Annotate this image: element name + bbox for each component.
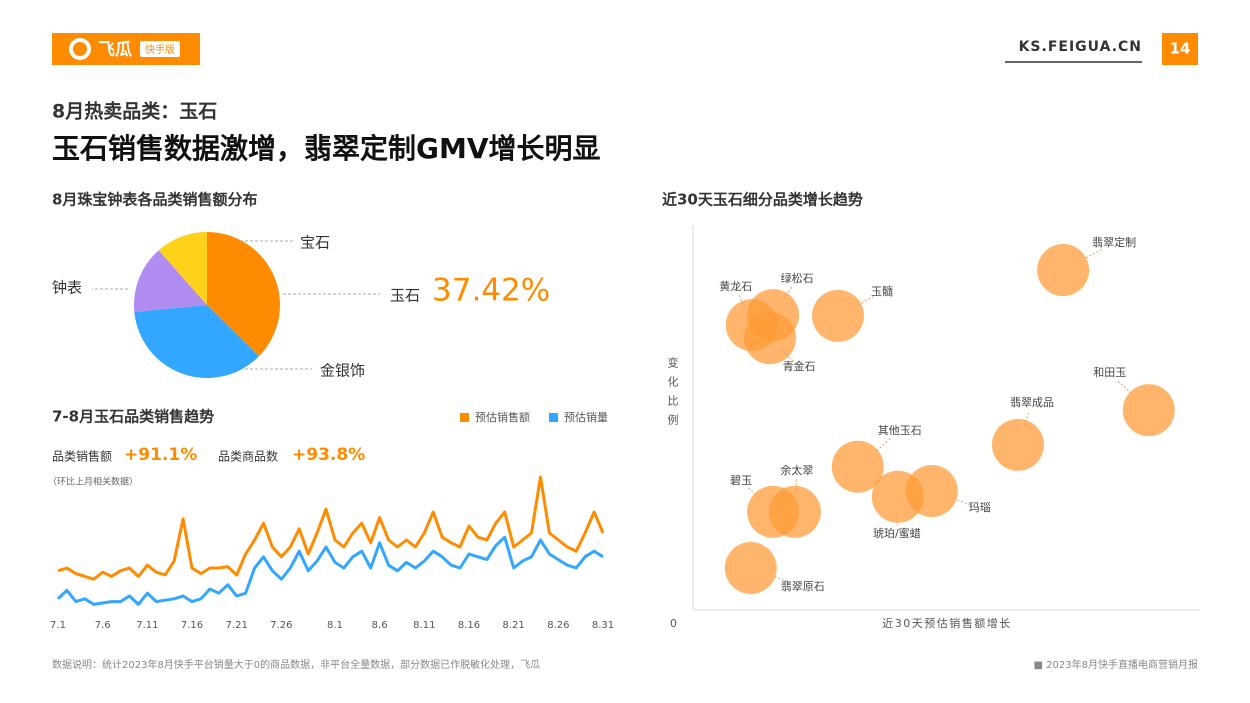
leader-line (774, 576, 793, 584)
badge: 快手版 (145, 43, 175, 56)
stat-value: +91.1% (124, 445, 197, 465)
line-series (56, 535, 604, 606)
bubble-label: 翡翠定制 (1092, 235, 1136, 249)
slice-label: 金银饰 (320, 362, 365, 380)
logo-icon (69, 38, 91, 60)
site: KS.FEIGUA.CN (1019, 39, 1142, 55)
bubble (905, 465, 958, 518)
legend-swatch (460, 413, 469, 422)
x-tick-label: 8.1 (327, 620, 343, 631)
stat-note: （环比上月相关数据） (48, 476, 138, 488)
page-badge (1162, 33, 1198, 65)
line-title: 7-8月玉石品类销售趋势 (52, 408, 214, 426)
leader-line (857, 296, 874, 306)
origin-label: 0 (670, 617, 677, 630)
leader-line (953, 498, 971, 506)
subtitle: 8月热卖品类：玉石 (52, 100, 217, 123)
footer-source: ■ 2023年8月快手直播电商营销月报 (1034, 658, 1198, 671)
x-tick-label: 8.16 (458, 620, 480, 631)
legend-label: 预估销量 (564, 410, 608, 424)
footer-note: 数据说明：统计2023年8月快手平台销量大于0的商品数据，非平台全量数据，部分数… (52, 658, 540, 671)
x-tick-label: 8.6 (372, 620, 388, 631)
x-tick-label: 7.1 (50, 620, 66, 631)
bubble-label: 翡翠成品 (1010, 396, 1054, 409)
bubble-label: 和田玉 (1093, 366, 1126, 379)
x-tick-label: 7.6 (95, 620, 111, 631)
leader-line (1023, 411, 1030, 427)
scatter-title: 近30天玉石细分品类增长趋势 (662, 191, 863, 209)
line-series (57, 475, 605, 581)
pie-slice (158, 232, 207, 305)
bubble-label: 碧玉 (730, 474, 752, 487)
legend-label: 预估销售额 (475, 410, 530, 424)
x-tick-label: 7.11 (136, 620, 158, 631)
bubble (831, 440, 884, 493)
pie-slice (207, 232, 280, 357)
bubble (991, 418, 1044, 471)
x-tick-label: 8.26 (547, 620, 569, 631)
stat-value: +93.8% (292, 445, 365, 465)
pie-slice (134, 305, 259, 378)
bubble (1037, 244, 1090, 297)
stat-label: 品类商品数 (218, 449, 278, 464)
pie-slice (133, 250, 207, 312)
title: 玉石销售数据激增，翡翠定制GMV增长明显 (52, 132, 601, 165)
legend-swatch (549, 413, 558, 422)
bubble (812, 289, 865, 342)
bubble-label: 余太翠 (780, 463, 813, 477)
y-axis-label: 变化比例 (666, 356, 679, 433)
x-tick-label: 7.26 (270, 620, 292, 631)
bubble (724, 542, 777, 595)
badge-bg (140, 41, 180, 57)
bubble-label: 其他玉石 (878, 424, 922, 437)
bubble-label: 玉髓 (871, 285, 893, 298)
bubble-label: 玛瑙 (969, 501, 991, 514)
bubble (768, 485, 821, 538)
x-axis-label: 近30天预估销售额增长 (882, 616, 1012, 630)
bubble (1122, 384, 1175, 437)
leader-line (1117, 380, 1132, 394)
bubble-label: 黄龙石 (719, 279, 752, 293)
pie-title: 8月珠宝钟表各品类销售额分布 (52, 191, 257, 209)
slice-label: 宝石 (300, 234, 330, 252)
bubble-label: 绿松石 (781, 271, 814, 285)
leader-line (1085, 248, 1105, 259)
x-tick-label: 7.21 (226, 620, 248, 631)
leader-line (738, 294, 746, 309)
bubble-label: 琥珀/蜜蜡 (873, 526, 921, 540)
x-tick-label: 7.16 (181, 620, 203, 631)
leader-line (747, 486, 760, 499)
value-label: 37.42% (432, 273, 550, 309)
logo-text: 飞瓜 (98, 40, 132, 60)
slice-label: 玉石 (390, 287, 420, 305)
leader-line (783, 286, 793, 300)
leader-line (876, 437, 892, 451)
bubble-label: 翡翠原石 (781, 580, 825, 593)
bubble-label: 青金石 (783, 359, 816, 373)
x-tick-label: 8.21 (503, 620, 525, 631)
x-tick-label: 8.11 (413, 620, 435, 631)
stat-label: 品类销售额 (52, 449, 112, 464)
bubble (744, 312, 797, 365)
x-tick-label: 8.31 (592, 620, 614, 631)
slice-label: 钟表 (52, 279, 82, 297)
page-number: 14 (1170, 40, 1191, 58)
